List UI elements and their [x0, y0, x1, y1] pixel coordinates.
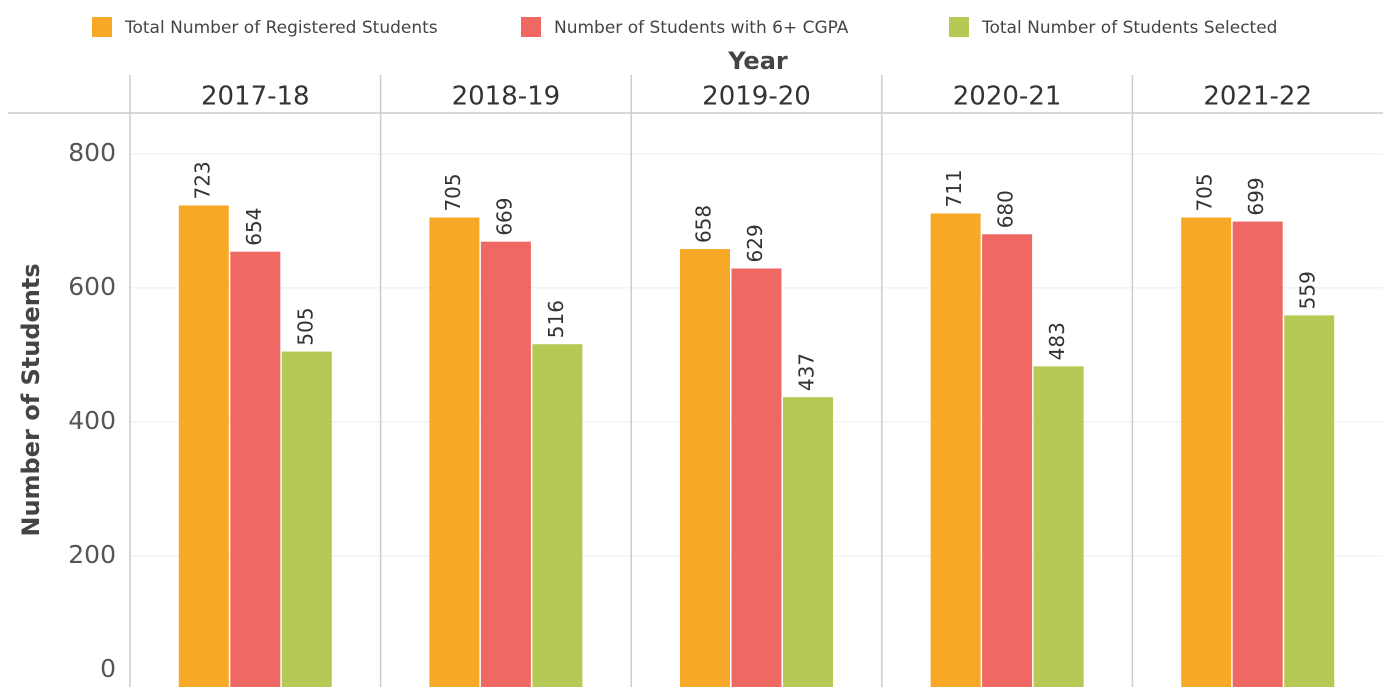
bar [1284, 315, 1335, 687]
value-label: 723 [190, 161, 214, 199]
value-label: 669 [492, 197, 516, 235]
bar [281, 351, 332, 687]
value-label: 559 [1296, 271, 1320, 309]
bar [230, 251, 281, 687]
value-label: 654 [242, 208, 266, 246]
value-label: 705 [1193, 173, 1217, 211]
bar [532, 344, 583, 687]
bar [429, 217, 480, 687]
legend-label: Number of Students with 6+ CGPA [554, 18, 849, 38]
y-axis-title: Number of Students [17, 263, 45, 536]
value-label: 437 [795, 353, 819, 391]
bar [1232, 221, 1283, 687]
legend-swatch [949, 17, 969, 37]
y-tick-label: 600 [68, 272, 116, 301]
y-tick-label: 200 [68, 540, 116, 569]
bar [930, 213, 981, 687]
value-label: 629 [743, 224, 767, 262]
y-tick-label: 800 [68, 138, 116, 167]
y-tick-label: 400 [68, 406, 116, 435]
bar [1033, 366, 1084, 687]
x-axis-title: Year [727, 47, 788, 75]
value-label: 711 [942, 169, 966, 207]
x-tick-label: 2021-22 [1203, 82, 1312, 112]
value-label: 680 [994, 190, 1018, 228]
x-tick-label: 2020-21 [953, 82, 1062, 112]
y-tick-label: 0 [100, 654, 116, 683]
legend-label: Total Number of Registered Students [124, 18, 438, 38]
legend-swatch [521, 17, 541, 37]
x-tick-label: 2018-19 [452, 82, 561, 112]
x-tick-label: 2017-18 [201, 82, 310, 112]
value-label: 505 [293, 307, 317, 345]
x-tick-label: 2019-20 [702, 82, 811, 112]
value-label: 658 [692, 205, 716, 243]
value-label: 516 [544, 300, 568, 338]
bar [1181, 217, 1232, 687]
value-label: 699 [1244, 177, 1268, 215]
bar [480, 241, 531, 687]
legend-label: Total Number of Students Selected [981, 18, 1277, 38]
bar [731, 268, 782, 687]
bar [982, 234, 1033, 687]
bar [178, 205, 229, 687]
bar [680, 249, 730, 687]
value-label: 705 [441, 173, 465, 211]
value-label: 483 [1045, 322, 1069, 360]
bar [783, 397, 833, 687]
legend-swatch [92, 17, 112, 37]
